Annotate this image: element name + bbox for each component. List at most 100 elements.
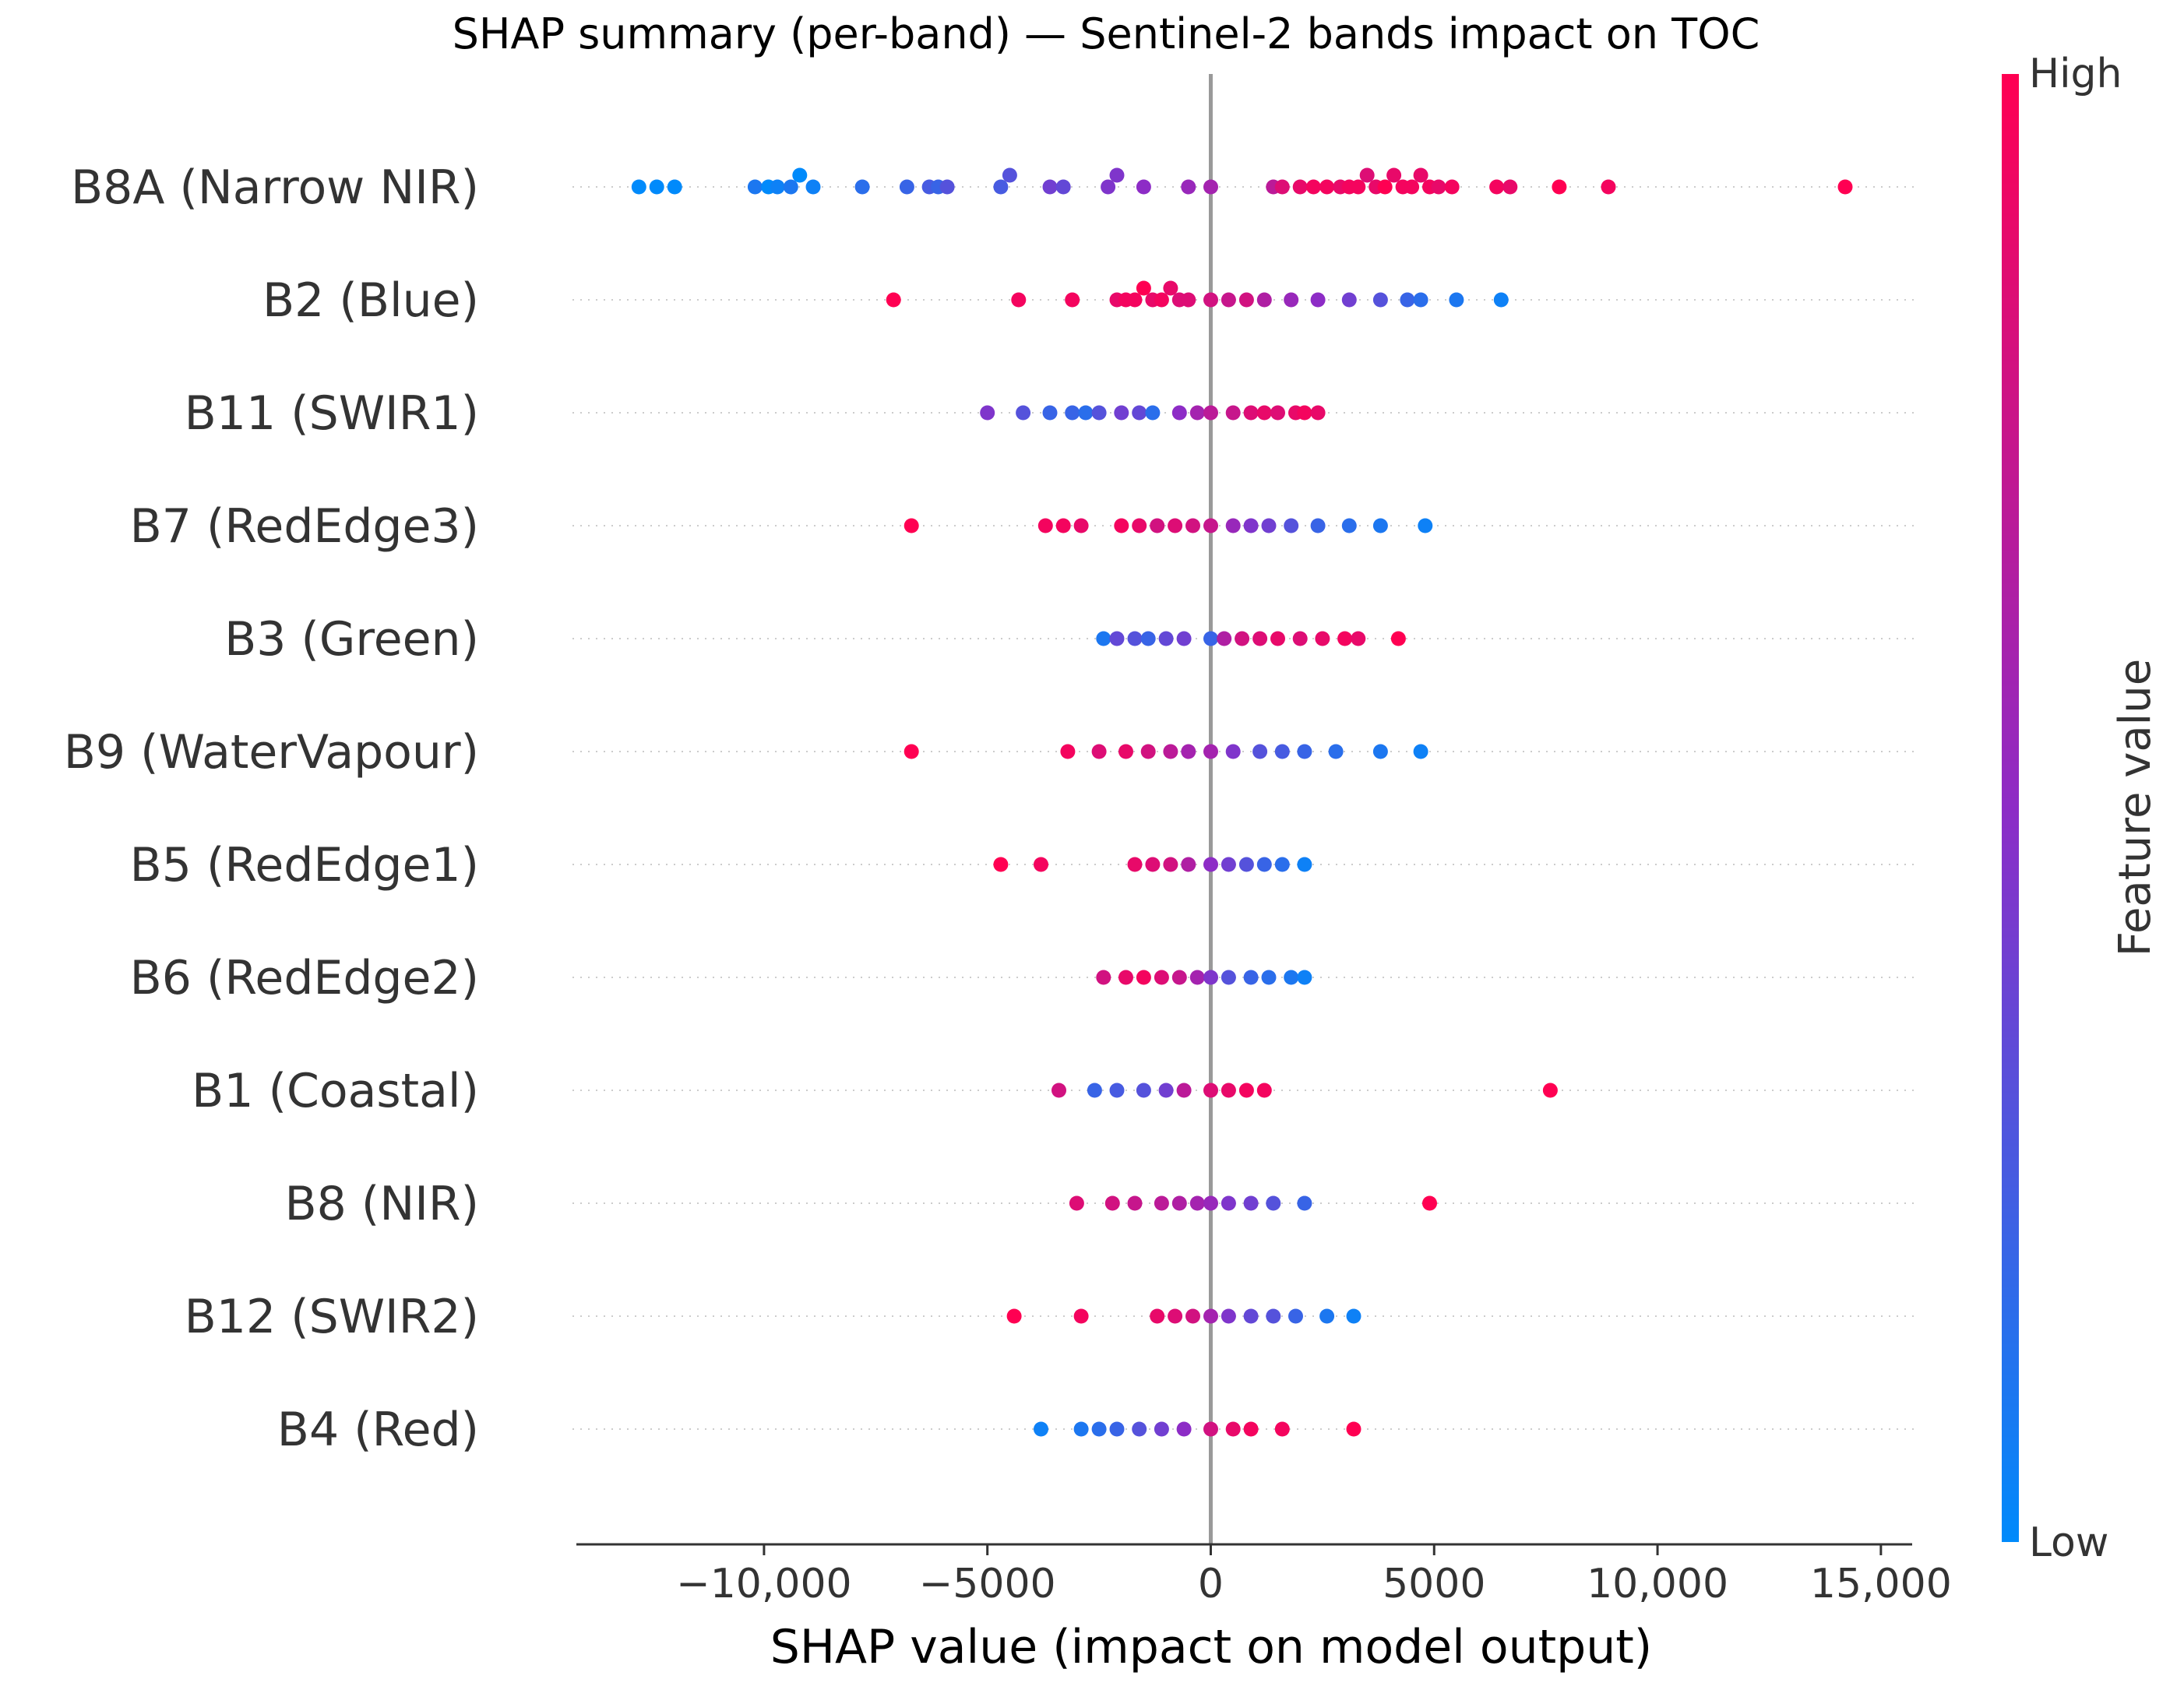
shap-point [1297,970,1312,985]
shap-point [1243,1308,1259,1324]
shap-point [1225,1421,1241,1437]
shap-point [1109,1421,1125,1437]
shap-point [1189,970,1205,985]
shap-point [1542,1083,1558,1098]
shap-point [1225,518,1241,533]
shap-point [1104,1195,1120,1211]
shap-point [1552,179,1567,195]
shap-point [1444,179,1460,195]
shap-point [1297,857,1312,872]
shap-point [1243,970,1259,985]
shap-point [1346,1421,1361,1437]
shap-point [1274,857,1290,872]
shap-point [1341,518,1357,533]
colorbar-high-label: High [2029,51,2122,97]
shap-point [1431,179,1446,195]
shap-point [667,179,682,195]
shap-point [1176,631,1192,646]
shap-point [1127,631,1143,646]
shap-point [1065,292,1080,308]
shap-point [1221,970,1236,985]
shap-point [1270,405,1285,421]
feature-label: B7 (RedEdge3) [130,499,479,554]
shap-point [1288,1308,1303,1324]
shap-point [1359,167,1375,183]
shap-point [1136,280,1151,296]
shap-point [1185,518,1200,533]
shap-point [1136,1083,1151,1098]
shap-point [1016,405,1031,421]
shap-point [1243,518,1259,533]
shap-point [1270,631,1285,646]
shap-point [1037,518,1053,533]
shap-point [1390,631,1406,646]
shap-point [1158,631,1174,646]
shap-point [1154,1195,1169,1211]
shap-point [1203,970,1218,985]
colorbar-low-label: Low [2029,1519,2108,1566]
shap-point [649,179,664,195]
shap-point [1346,1308,1361,1324]
shap-point [1154,1421,1169,1437]
shap-point [1055,518,1071,533]
shap-point [1163,280,1178,296]
shap-point [1404,179,1420,195]
shap-point [1060,744,1076,759]
shap-point [1189,1195,1205,1211]
shap-point [1042,405,1058,421]
shap-point [1221,1083,1236,1098]
shap-point [1256,1083,1272,1098]
shap-point [1413,167,1428,183]
shap-point [1493,292,1509,308]
x-axis-label: SHAP value (impact on model output) [770,1620,1652,1674]
shap-point [1011,292,1027,308]
shap-point [1217,631,1232,646]
feature-label: B4 (Red) [277,1403,479,1457]
shap-point [1109,167,1125,183]
shap-point [904,744,919,759]
shap-point [1132,405,1147,421]
shap-point [1837,179,1853,195]
shap-point [1337,631,1353,646]
shap-point [1297,744,1312,759]
shap-point [1065,405,1080,421]
shap-point [1238,857,1254,872]
shap-point [1413,292,1428,308]
shap-point [1243,1195,1259,1211]
shap-point [1114,518,1129,533]
shap-point [1351,179,1366,195]
shap-point [1168,518,1183,533]
shap-point [1221,857,1236,872]
shap-point [1055,179,1071,195]
shap-point [1096,970,1111,985]
shap-point [1034,1421,1048,1437]
shap-point [1261,970,1277,985]
shap-point [1328,744,1344,759]
shap-point [1145,405,1161,421]
shap-point [1145,857,1161,872]
shap-point [1266,1308,1281,1324]
shap-point [1341,292,1357,308]
shap-point [770,179,785,195]
shap-point [1203,405,1218,421]
shap-point [1284,518,1299,533]
shap-point [993,179,1009,195]
x-tick-label: −10,000 [676,1561,852,1607]
feature-label: B6 (RedEdge2) [130,951,479,1005]
shap-point [1176,1083,1192,1098]
shap-point [1181,857,1196,872]
feature-label: B1 (Coastal) [192,1064,479,1118]
shap-point [1252,631,1268,646]
shap-point [1132,1421,1147,1437]
shap-point [1150,518,1165,533]
x-tick-label: 10,000 [1587,1561,1728,1607]
shap-point [1203,857,1218,872]
shap-point [1225,405,1241,421]
colorbar-title: Feature value [2110,659,2161,956]
shap-point [1158,1083,1174,1098]
shap-point [1319,179,1335,195]
shap-point [1221,1308,1236,1324]
shap-point [1225,744,1241,759]
shap-point [1449,292,1464,308]
